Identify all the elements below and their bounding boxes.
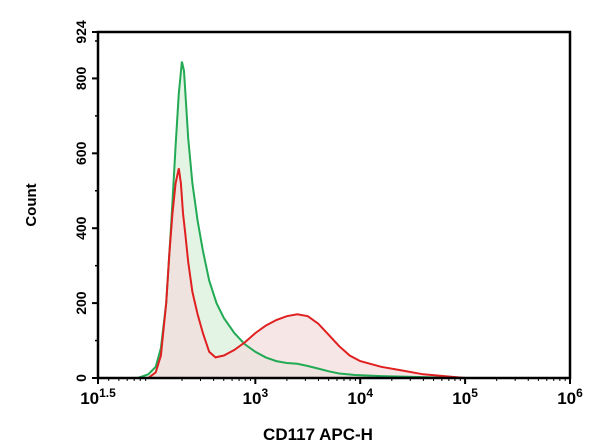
y-axis-label: Count — [23, 183, 40, 226]
y-tick-label: 600 — [73, 141, 89, 165]
series-1-line — [137, 61, 466, 379]
y-tick-label: 924 — [73, 20, 89, 44]
y-tick-label: 200 — [73, 291, 89, 315]
y-tick-label: 800 — [73, 67, 89, 91]
ticks-layer: 0 200 400 600 800 924 101.5 103 104 105 106 — [73, 20, 583, 408]
y-tick-label: 0 — [73, 374, 89, 382]
series-layer — [137, 61, 466, 379]
series-2-area — [148, 168, 466, 378]
x-tick-label: 104 — [347, 386, 373, 408]
series-2-line — [147, 168, 466, 379]
x-tick-label: 106 — [557, 386, 583, 408]
x-tick-label: 101.5 — [80, 386, 116, 408]
plot-frame — [96, 30, 572, 380]
x-tick-label: 103 — [243, 386, 269, 408]
x-axis-label: CD117 APC-H — [263, 425, 373, 444]
x-tick-label: 105 — [452, 386, 478, 408]
y-tick-label: 400 — [73, 216, 89, 240]
